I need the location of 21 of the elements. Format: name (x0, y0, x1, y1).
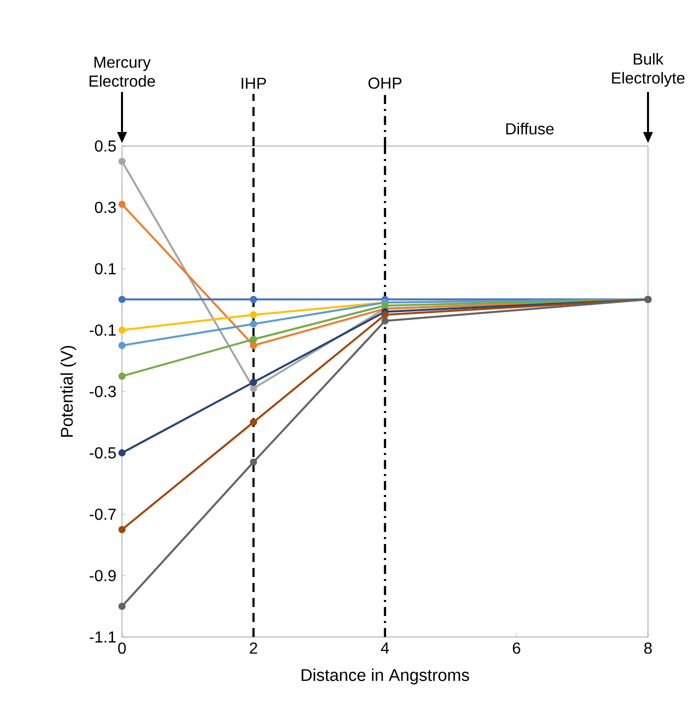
y-tick-label: 0.5 (94, 140, 116, 152)
x-tick-label: 2 (250, 642, 258, 654)
y-axis-title: Potential (V) (60, 346, 76, 437)
ref-line-label: IHP (242, 78, 266, 89)
x-tick-label: 4 (380, 642, 389, 654)
y-tick-label: -0.5 (90, 447, 116, 459)
y-tick-label: -0.9 (90, 570, 116, 582)
text: Bulk Electrolyte (612, 53, 684, 87)
x-tick-label: 0 (118, 642, 126, 654)
text: Diffuse (506, 122, 554, 134)
y-tick-label: -0.3 (90, 386, 116, 398)
y-tick-label: 0.3 (94, 202, 116, 214)
text: Mercury Electrode (90, 56, 155, 87)
y-tick-label: -0.7 (90, 508, 116, 520)
x-tick-label: 8 (644, 642, 652, 654)
y-tick-label: -1.1 (90, 632, 116, 642)
x-axis-title: Distance in Angstroms (302, 668, 470, 684)
y-tick-label: 0.1 (94, 263, 116, 274)
x-tick-label: 6 (512, 642, 520, 654)
y-tick-label: -0.1 (90, 324, 116, 336)
ref-line-label: OHP (368, 78, 402, 89)
